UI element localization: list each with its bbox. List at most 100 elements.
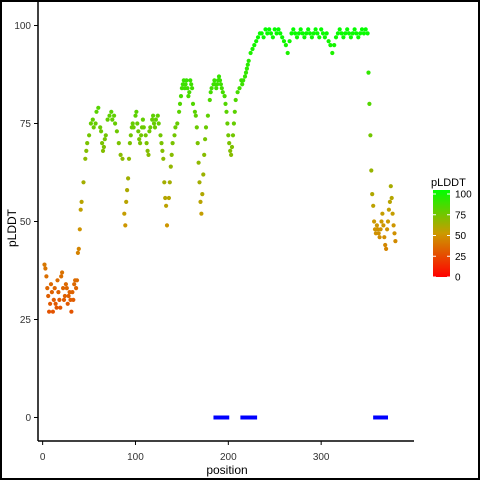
data-point: [60, 270, 65, 275]
data-point: [261, 35, 266, 40]
data-point: [194, 125, 199, 130]
data-point: [138, 141, 143, 146]
color-legend-ticks: 0 25 50 75 100: [433, 190, 472, 284]
data-point: [335, 31, 340, 36]
data-point: [339, 31, 344, 36]
data-point: [214, 86, 219, 91]
data-point: [57, 297, 62, 302]
data-point: [198, 199, 203, 204]
data-point: [193, 113, 198, 118]
data-point: [141, 125, 146, 130]
data-point: [175, 121, 180, 126]
data-point: [96, 105, 101, 110]
data-point: [188, 78, 193, 83]
data-point: [341, 35, 346, 40]
data-point: [232, 109, 237, 114]
data-point: [42, 262, 47, 267]
data-point: [186, 94, 191, 99]
plddt-scatter-chart: 0 100 200 300 0 25 50 75 100 position pLDDT pLD…: [5, 2, 472, 477]
data-point: [346, 31, 352, 36]
data-point: [265, 31, 270, 36]
data-point: [197, 180, 202, 185]
data-point: [54, 305, 59, 310]
data-point: [122, 211, 127, 216]
data-point: [134, 109, 139, 114]
data-point: [147, 129, 152, 134]
data-point: [45, 286, 50, 291]
data-point: [120, 156, 125, 161]
data-point: [76, 246, 81, 251]
data-point: [150, 117, 155, 122]
data-point: [207, 97, 212, 103]
data-point: [172, 133, 177, 138]
data-point: [311, 31, 316, 36]
data-point: [385, 227, 390, 232]
data-point: [326, 39, 331, 44]
data-point: [263, 27, 268, 32]
data-point: [281, 39, 287, 44]
data-point: [53, 301, 58, 306]
data-point: [183, 82, 188, 87]
data-point: [280, 35, 285, 40]
data-point: [315, 31, 320, 36]
data-point: [118, 152, 123, 157]
data-point: [307, 31, 313, 36]
data-point: [103, 133, 108, 138]
data-point: [388, 184, 393, 189]
data-point: [158, 133, 163, 138]
data-point: [352, 27, 357, 32]
data-point: [52, 286, 57, 291]
data-point: [289, 31, 294, 36]
data-point: [378, 227, 383, 232]
data-point: [190, 86, 195, 91]
data-point: [259, 31, 264, 36]
data-point: [248, 50, 253, 56]
data-point: [185, 86, 190, 91]
data-point: [127, 141, 132, 146]
data-point: [125, 188, 130, 193]
data-point: [293, 31, 298, 36]
data-point: [169, 152, 174, 157]
data-point: [173, 125, 178, 130]
data-point: [178, 94, 184, 99]
data-point: [46, 293, 51, 299]
data-point: [160, 148, 165, 153]
y-axis-title: pLDDT: [5, 208, 19, 247]
data-point: [322, 35, 327, 40]
data-point: [116, 141, 121, 146]
data-point: [320, 31, 326, 36]
data-point: [212, 78, 217, 83]
data-point: [345, 27, 350, 32]
data-point: [276, 27, 281, 32]
data-point: [278, 31, 283, 36]
data-point: [88, 121, 93, 126]
data-point: [294, 35, 300, 40]
x-axis-title: position: [206, 463, 247, 477]
data-point: [100, 148, 106, 153]
x-tick-label: 300: [313, 452, 330, 463]
data-point: [112, 113, 117, 118]
data-point: [139, 133, 144, 138]
y-tick-label: 50: [20, 217, 32, 228]
data-point: [205, 113, 210, 118]
data-point: [233, 97, 238, 103]
color-legend-tick-label: 0: [455, 273, 461, 284]
data-point: [372, 219, 377, 224]
data-point: [44, 274, 49, 279]
data-point: [114, 129, 119, 134]
data-point: [348, 35, 353, 40]
data-point: [126, 156, 132, 161]
data-point: [306, 27, 311, 32]
data-point: [359, 27, 365, 32]
data-point: [58, 305, 63, 310]
data-point: [136, 129, 141, 134]
data-point: [94, 109, 99, 114]
data-point: [189, 82, 194, 87]
data-point: [225, 121, 230, 126]
data-point: [168, 164, 173, 169]
data-point: [128, 133, 133, 138]
y-tick-label: 25: [20, 315, 32, 326]
data-point: [268, 31, 274, 36]
data-point: [74, 278, 80, 283]
data-point: [255, 35, 261, 40]
